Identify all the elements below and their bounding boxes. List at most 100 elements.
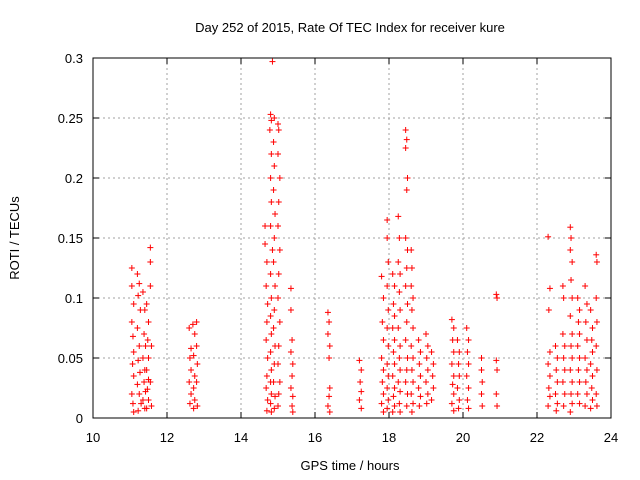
data-point-marker xyxy=(589,325,596,331)
data-point-marker xyxy=(287,307,294,313)
data-point-marker xyxy=(275,223,281,229)
data-points xyxy=(128,58,600,415)
data-point-marker xyxy=(188,367,195,373)
data-point-marker xyxy=(270,259,277,265)
data-point-marker xyxy=(326,385,333,391)
data-point-marker xyxy=(136,391,143,397)
data-point-marker xyxy=(134,271,141,277)
data-point-marker xyxy=(139,355,146,361)
data-point-marker xyxy=(130,373,137,379)
data-point-marker xyxy=(402,379,409,385)
data-point-marker xyxy=(593,403,600,409)
data-point-marker xyxy=(289,373,296,379)
y-tick-label: 0.2 xyxy=(65,171,83,186)
data-point-marker xyxy=(424,391,431,397)
data-point-marker xyxy=(270,379,277,385)
data-point-marker xyxy=(465,405,472,412)
data-point-marker xyxy=(583,367,590,373)
data-point-marker xyxy=(356,357,363,364)
data-point-marker xyxy=(546,373,553,379)
data-point-marker xyxy=(378,355,385,361)
data-point-marker xyxy=(493,391,500,397)
data-point-marker xyxy=(272,211,279,217)
data-point-marker xyxy=(191,373,198,379)
data-point-marker xyxy=(287,285,294,292)
data-point-marker xyxy=(449,381,456,388)
data-point-marker xyxy=(554,355,561,361)
data-point-marker xyxy=(263,407,270,414)
data-point-marker xyxy=(264,397,271,403)
data-point-marker xyxy=(287,349,294,355)
data-point-marker xyxy=(587,307,594,313)
data-point-marker xyxy=(574,295,581,301)
data-point-marker xyxy=(391,283,398,289)
data-point-marker xyxy=(268,331,275,337)
chart-title: Day 252 of 2015, Rate Of TEC Index for r… xyxy=(195,20,505,35)
data-point-marker xyxy=(408,283,415,289)
data-point-marker xyxy=(456,397,463,403)
data-point-marker xyxy=(276,319,283,325)
data-point-marker xyxy=(395,325,402,331)
y-tick-label: 0 xyxy=(76,411,83,426)
data-point-marker xyxy=(463,325,470,331)
data-point-marker xyxy=(135,292,142,299)
data-point-marker xyxy=(275,391,282,397)
data-point-marker xyxy=(389,409,396,415)
data-point-marker xyxy=(147,259,154,265)
data-point-marker xyxy=(560,403,567,409)
data-point-marker xyxy=(380,391,387,397)
data-point-marker xyxy=(396,235,403,241)
data-point-marker xyxy=(560,295,567,301)
data-point-marker xyxy=(275,361,281,367)
data-point-marker xyxy=(561,367,568,373)
data-point-marker xyxy=(268,391,275,397)
data-point-marker xyxy=(271,235,278,241)
data-point-marker xyxy=(143,405,150,412)
data-point-marker xyxy=(145,397,152,403)
data-point-marker xyxy=(263,373,270,379)
data-point-marker xyxy=(545,307,552,313)
data-point-marker xyxy=(430,361,437,367)
data-point-marker xyxy=(267,400,274,407)
data-point-marker xyxy=(403,187,410,193)
data-point-marker xyxy=(464,397,471,403)
data-point-marker xyxy=(190,352,197,359)
data-point-marker xyxy=(188,345,195,352)
data-point-marker xyxy=(463,373,470,379)
data-point-marker xyxy=(576,355,583,361)
data-point-marker xyxy=(263,259,270,265)
data-point-marker xyxy=(186,355,193,361)
data-point-marker xyxy=(268,151,275,157)
data-point-marker xyxy=(569,331,576,337)
data-point-marker xyxy=(589,373,596,379)
data-point-marker xyxy=(494,295,501,301)
data-point-marker xyxy=(390,349,397,355)
data-point-marker xyxy=(417,373,424,379)
data-point-marker xyxy=(589,397,596,403)
x-tick-label: 16 xyxy=(308,430,322,445)
data-point-marker xyxy=(275,151,281,157)
data-point-marker xyxy=(267,175,274,181)
data-point-marker xyxy=(357,379,364,385)
x-tick-label: 24 xyxy=(604,430,618,445)
data-point-marker xyxy=(583,391,590,397)
data-point-marker xyxy=(569,400,576,407)
data-point-marker xyxy=(139,289,146,295)
data-point-marker xyxy=(262,241,269,247)
data-point-marker xyxy=(494,403,501,409)
data-point-marker xyxy=(559,283,566,289)
data-point-marker xyxy=(188,391,195,397)
data-point-marker xyxy=(275,295,281,301)
data-point-marker xyxy=(593,251,600,258)
data-point-marker xyxy=(402,127,409,133)
data-point-marker xyxy=(138,400,145,407)
data-point-marker xyxy=(423,355,430,361)
data-point-marker xyxy=(559,379,566,385)
data-point-marker xyxy=(271,405,278,412)
data-point-marker xyxy=(384,283,391,289)
data-point-marker xyxy=(410,295,417,301)
data-point-marker xyxy=(397,388,404,395)
data-point-marker xyxy=(380,409,387,415)
data-point-marker xyxy=(264,301,271,307)
